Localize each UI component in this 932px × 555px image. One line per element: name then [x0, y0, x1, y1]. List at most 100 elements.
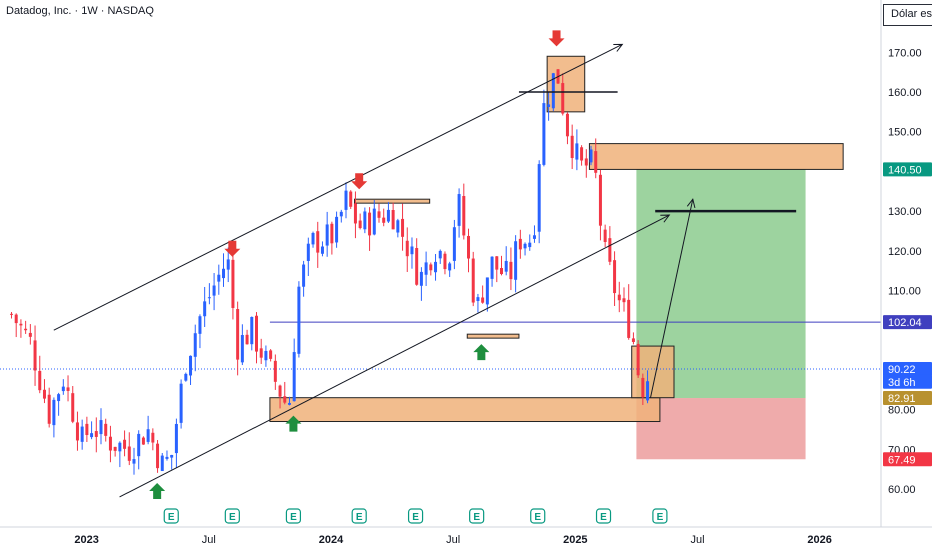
candle-body: [457, 194, 461, 226]
projection-head: [686, 198, 696, 209]
candle-body: [231, 259, 235, 308]
y-tick-label: 120.00: [888, 246, 922, 258]
x-tick-label: 2024: [319, 534, 344, 546]
candle-body: [108, 436, 112, 451]
candle-body: [353, 203, 357, 224]
candle-body: [57, 394, 61, 402]
price-label-badge: [883, 452, 932, 467]
candle-body: [613, 260, 617, 294]
price-label-badge: [883, 362, 932, 377]
price-label-badge: [883, 374, 932, 389]
candle-body: [565, 113, 569, 137]
candle-body: [184, 373, 188, 381]
candle-body: [504, 260, 508, 272]
price-label: 67.49: [888, 454, 916, 466]
earnings-label: E: [473, 512, 480, 523]
y-tick-label: 110.00: [888, 286, 921, 298]
candle-body: [38, 370, 42, 391]
candle-body: [24, 328, 28, 331]
up-arrow-icon: [285, 415, 302, 432]
candle-body: [410, 246, 414, 255]
candle-body: [471, 258, 475, 303]
candle-body: [207, 297, 211, 299]
candle-body: [636, 343, 640, 376]
candle-body: [47, 394, 51, 424]
candle-body: [584, 158, 588, 166]
earnings-label: E: [600, 512, 607, 523]
price-label-badge: [883, 315, 932, 330]
candle-body: [66, 387, 70, 391]
candle-body: [90, 433, 94, 438]
candle-body: [551, 73, 555, 109]
candle-body: [589, 149, 593, 163]
earnings-icon: [351, 508, 367, 524]
candle-body: [80, 426, 84, 442]
candle-body: [198, 316, 202, 334]
candle-body: [537, 164, 541, 232]
x-tick-label: 2023: [74, 534, 98, 546]
candle-body: [240, 335, 244, 363]
candle-body: [485, 277, 489, 305]
candle-body: [33, 340, 37, 371]
candle-body: [528, 242, 532, 248]
candle-body: [532, 235, 536, 239]
price-label-badge: [883, 162, 932, 177]
candle-body: [339, 211, 343, 217]
candle-body: [608, 238, 612, 262]
candle-body: [646, 381, 650, 401]
candle-body: [254, 315, 258, 352]
candle-body: [481, 297, 485, 303]
candle-body: [424, 262, 428, 275]
candle-body: [311, 232, 315, 245]
candle-body: [405, 240, 409, 257]
candle-body: [372, 208, 376, 235]
candle-body: [415, 247, 419, 285]
lower-channel-head: [660, 214, 671, 223]
candle-body: [330, 223, 334, 244]
candle-body: [250, 316, 254, 345]
candle-body: [325, 224, 329, 246]
candle-body: [631, 338, 635, 342]
candle-body: [259, 348, 263, 358]
candle-body: [386, 209, 390, 222]
candle-body: [335, 216, 339, 243]
candle-body: [641, 377, 645, 398]
candle-body: [302, 264, 306, 287]
time-axis: [0, 527, 932, 550]
candle-body: [146, 429, 150, 442]
candle-body: [174, 423, 178, 454]
down-arrow-icon: [548, 30, 565, 47]
candle-body: [368, 212, 372, 236]
price-label: 140.50: [888, 164, 922, 176]
up-arrow-icon: [149, 483, 166, 500]
candle-body: [104, 423, 108, 436]
price-label-badge: [883, 391, 932, 406]
price-axis: [881, 0, 932, 550]
earnings-label: E: [168, 512, 175, 523]
candle-body: [222, 268, 226, 279]
candle-body: [382, 217, 386, 223]
resistance-zone: [588, 143, 844, 170]
earnings-icon: [163, 508, 179, 524]
support-zone: [269, 397, 661, 423]
earnings-icon: [530, 508, 546, 524]
earnings-icon: [407, 508, 424, 524]
candle-body: [542, 103, 546, 165]
currency-button[interactable]: Dólar es: [883, 4, 932, 26]
y-tick-label: 170.00: [888, 47, 922, 59]
candle-body: [99, 420, 103, 435]
up-arrow-icon: [473, 344, 490, 361]
candle-body: [189, 355, 193, 376]
candle-body: [123, 439, 127, 449]
candle-body: [156, 443, 160, 469]
price-label: 82.91: [888, 393, 916, 405]
earnings-label: E: [356, 512, 363, 523]
y-tick-label: 130.00: [888, 206, 922, 218]
candle-body: [71, 393, 75, 422]
upper-channel-head: [613, 43, 624, 52]
candle-body: [363, 211, 367, 230]
candle-body: [490, 256, 494, 279]
candle-body: [476, 297, 480, 301]
small-support: [466, 333, 520, 339]
